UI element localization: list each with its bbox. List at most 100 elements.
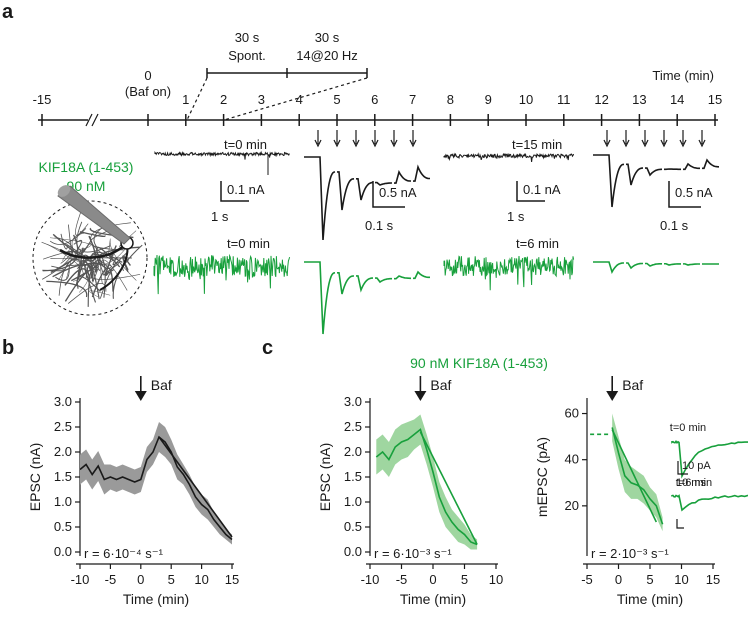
- stim-arrow-head: [641, 139, 649, 148]
- y-tick-label: 1.5: [344, 469, 362, 484]
- dendrite-branch: [77, 259, 98, 280]
- x-tick-label: 15: [706, 572, 720, 587]
- x-tick-label: 5: [646, 572, 653, 587]
- timeline-tick-label: 6: [371, 92, 378, 107]
- mini-scale-amp: 10 pA: [682, 460, 711, 472]
- dendrite-branch: [62, 248, 73, 281]
- mini-insets: t=0 min t=6 min 10 pA 10 ms: [670, 422, 748, 529]
- y-tick-label: 3.0: [344, 394, 362, 409]
- timeline-tick-label: 1: [182, 92, 189, 107]
- x-axis-label: Time (min): [400, 591, 466, 607]
- dendrite-branch: [89, 290, 111, 298]
- stim-arrow-head: [679, 139, 687, 148]
- label-green-t0: t=0 min: [227, 236, 270, 251]
- dendrite-branch: [93, 226, 104, 249]
- baf-label: Baf: [430, 377, 451, 393]
- trace-spont-green-t0: [153, 253, 291, 295]
- stim-arrow-head: [371, 139, 379, 148]
- stim-arrow-head: [622, 139, 630, 148]
- scale-bar-2: [372, 181, 405, 208]
- x-tick-label: 10: [674, 572, 688, 587]
- error-band: [80, 422, 232, 545]
- dendrite-branch: [76, 221, 111, 253]
- x-tick-label: 0: [429, 572, 436, 587]
- dendrite-branch: [100, 259, 128, 291]
- scale-01nA: 0.1 nA: [227, 182, 265, 197]
- y-tick-label: 0.5: [54, 519, 72, 534]
- panel-label-b: b: [2, 337, 14, 359]
- rate-annotation: r = 6·10⁻³ s⁻¹: [374, 546, 452, 561]
- label-green-t6: t=6 min: [516, 236, 559, 251]
- timeline-tick-label: 0: [144, 68, 151, 83]
- error-band: [612, 413, 663, 532]
- pipette-back: [57, 185, 71, 197]
- mini-label-t0: t=0 min: [670, 422, 706, 434]
- scale-bar-4: [668, 181, 701, 208]
- dendrite-branch: [47, 244, 84, 282]
- scale-01s: 0.1 s: [365, 218, 394, 233]
- neuron-dendrites: [41, 208, 143, 307]
- dendrite-branch: [67, 283, 107, 304]
- dendrite-branch: [52, 264, 93, 279]
- x-tick-label: 5: [168, 572, 175, 587]
- trace-evoked-green-t0: [304, 261, 430, 335]
- label-black-t0: t=0 min: [224, 137, 267, 152]
- dendrite-branch: [105, 269, 113, 276]
- series-line-epsc-mean: [79, 435, 233, 541]
- stim-arrow-head: [390, 139, 398, 148]
- baf-arrow-head: [134, 391, 147, 401]
- mini-scale-dur: 10 ms: [676, 477, 706, 489]
- mini-trace-t6: [671, 494, 748, 512]
- stimulus-arrows-1: [314, 130, 417, 148]
- timeline-tick-label: 13: [632, 92, 646, 107]
- y-tick-label: 1.5: [54, 469, 72, 484]
- y-axis-label: EPSC (nA): [27, 443, 43, 511]
- spont-duration: 30 s: [235, 30, 260, 45]
- y-axis-label: EPSC (nA): [317, 443, 333, 511]
- dendrite-branch: [42, 252, 71, 264]
- stim-duration: 30 s: [315, 30, 340, 45]
- x-tick-label: 15: [225, 572, 239, 587]
- rate-annotation: r = 6·10⁻⁴ s⁻¹: [84, 546, 164, 561]
- baf-label: Baf: [622, 377, 643, 393]
- axis-break-mark: [91, 113, 99, 127]
- dendrite-branch: [50, 250, 81, 274]
- mini-scale-bar: [677, 461, 688, 475]
- y-tick-label: 1.0: [344, 494, 362, 509]
- timeline-tick-label: 7: [409, 92, 416, 107]
- panel-label-a: a: [2, 1, 14, 23]
- x-tick-label: 10: [194, 572, 208, 587]
- mini-scale-bar-2: [676, 519, 684, 529]
- x-axis-label: Time (min): [123, 591, 189, 607]
- scale-bar-1: [220, 181, 249, 202]
- y-axis-label: mEPSC (pA): [534, 437, 550, 517]
- timeline-tick-label: 9: [485, 92, 492, 107]
- series-line-fit: [419, 431, 478, 545]
- dendrite-branch: [112, 251, 129, 266]
- dendrite-branch: [73, 239, 83, 253]
- baf-arrow-head: [414, 391, 427, 401]
- x-tick-label: -5: [105, 572, 117, 587]
- x-tick-label: -10: [71, 572, 90, 587]
- dendrite-branch: [109, 240, 137, 281]
- stim-arrow-head: [352, 139, 360, 148]
- label-black-t15: t=15 min: [512, 137, 562, 152]
- y-tick-label: 0.0: [344, 544, 362, 559]
- y-tick-label: 20: [565, 498, 579, 513]
- dendrite-branch: [84, 262, 101, 283]
- baf-label: Baf: [151, 377, 172, 393]
- baf-on-label: (Baf on): [125, 84, 171, 99]
- timeline-tick-label: 2: [220, 92, 227, 107]
- neuron-illustration: [32, 185, 148, 316]
- scale-1s-b: 1 s: [507, 209, 525, 224]
- scale-bar-3: [516, 181, 545, 202]
- stim-arrow-head: [314, 139, 322, 148]
- trace-evoked-black-t0: [304, 156, 430, 241]
- y-tick-label: 3.0: [54, 394, 72, 409]
- series-line-fit: [611, 429, 658, 523]
- chart-c1: 0.0 0.5 1.0 1.5 2.0 2.5 3.0 -10 -5 0 5 10 Time (min)…: [317, 376, 503, 607]
- scale-01nA-b: 0.1 nA: [523, 182, 561, 197]
- series-line-mepsc-mean: [611, 427, 664, 525]
- dendrite-branch: [94, 251, 105, 276]
